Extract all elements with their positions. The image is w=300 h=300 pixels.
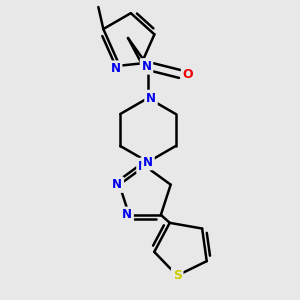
Text: N: N xyxy=(111,62,121,75)
Text: O: O xyxy=(183,68,193,80)
Text: N: N xyxy=(143,155,153,169)
Text: N: N xyxy=(122,208,132,221)
Text: N: N xyxy=(112,178,122,191)
Text: S: S xyxy=(172,269,182,282)
Text: N: N xyxy=(146,92,156,104)
Text: N: N xyxy=(142,60,152,73)
Text: N: N xyxy=(138,160,148,172)
